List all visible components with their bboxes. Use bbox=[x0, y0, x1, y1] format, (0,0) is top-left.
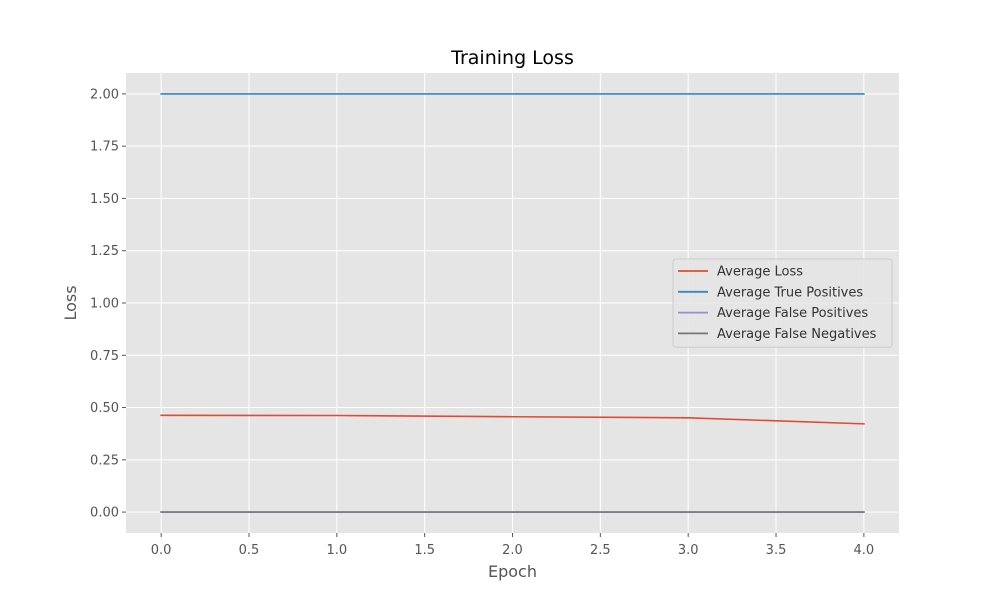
series-line-average-loss bbox=[160, 414, 865, 425]
legend-average-false-negatives-label: Average False Negatives bbox=[717, 327, 877, 342]
x-tick-label: 1.5 bbox=[414, 543, 435, 558]
legend: Average Loss Average True Positives Averag… bbox=[672, 258, 893, 348]
x-axis-title: Epoch bbox=[488, 562, 537, 581]
y-tick-label: 1.00 bbox=[90, 297, 119, 312]
x-tick-label: 0.5 bbox=[239, 543, 260, 558]
legend-average-loss-label: Average Loss bbox=[717, 265, 803, 280]
x-tick-label: 4.0 bbox=[854, 543, 875, 558]
series-lines bbox=[160, 93, 865, 513]
x-tick-label: 2.5 bbox=[590, 543, 611, 558]
y-tick-label: 0.75 bbox=[90, 349, 119, 364]
y-tick-label: 0.50 bbox=[90, 401, 119, 416]
x-tick-label: 0.0 bbox=[151, 543, 172, 558]
y-tick-label: 1.50 bbox=[90, 192, 119, 207]
chart-title: Training Loss bbox=[450, 47, 574, 69]
legend-average-true-positives-label: Average True Positives bbox=[717, 285, 863, 300]
legend-box bbox=[672, 258, 893, 348]
y-tick-label: 0.25 bbox=[90, 453, 119, 468]
y-axis-title: Loss bbox=[61, 285, 80, 320]
y-tick-label: 0.00 bbox=[90, 506, 119, 521]
legend-average-false-positives-label: Average False Positives bbox=[717, 306, 868, 321]
x-tick-label: 1.0 bbox=[326, 543, 347, 558]
x-tick-label: 3.0 bbox=[678, 543, 699, 558]
y-tick-label: 1.75 bbox=[90, 140, 119, 155]
axis-ticks: 0.0 0.5 1.0 1.5 2.0 2.5 3.0 3.5 4.0 0.00 0.25 0.50 0… bbox=[90, 87, 874, 558]
y-tick-label: 1.25 bbox=[90, 244, 119, 259]
y-tick-label: 2.00 bbox=[90, 87, 119, 102]
x-tick-label: 3.5 bbox=[766, 543, 787, 558]
x-tick-label: 2.0 bbox=[502, 543, 523, 558]
